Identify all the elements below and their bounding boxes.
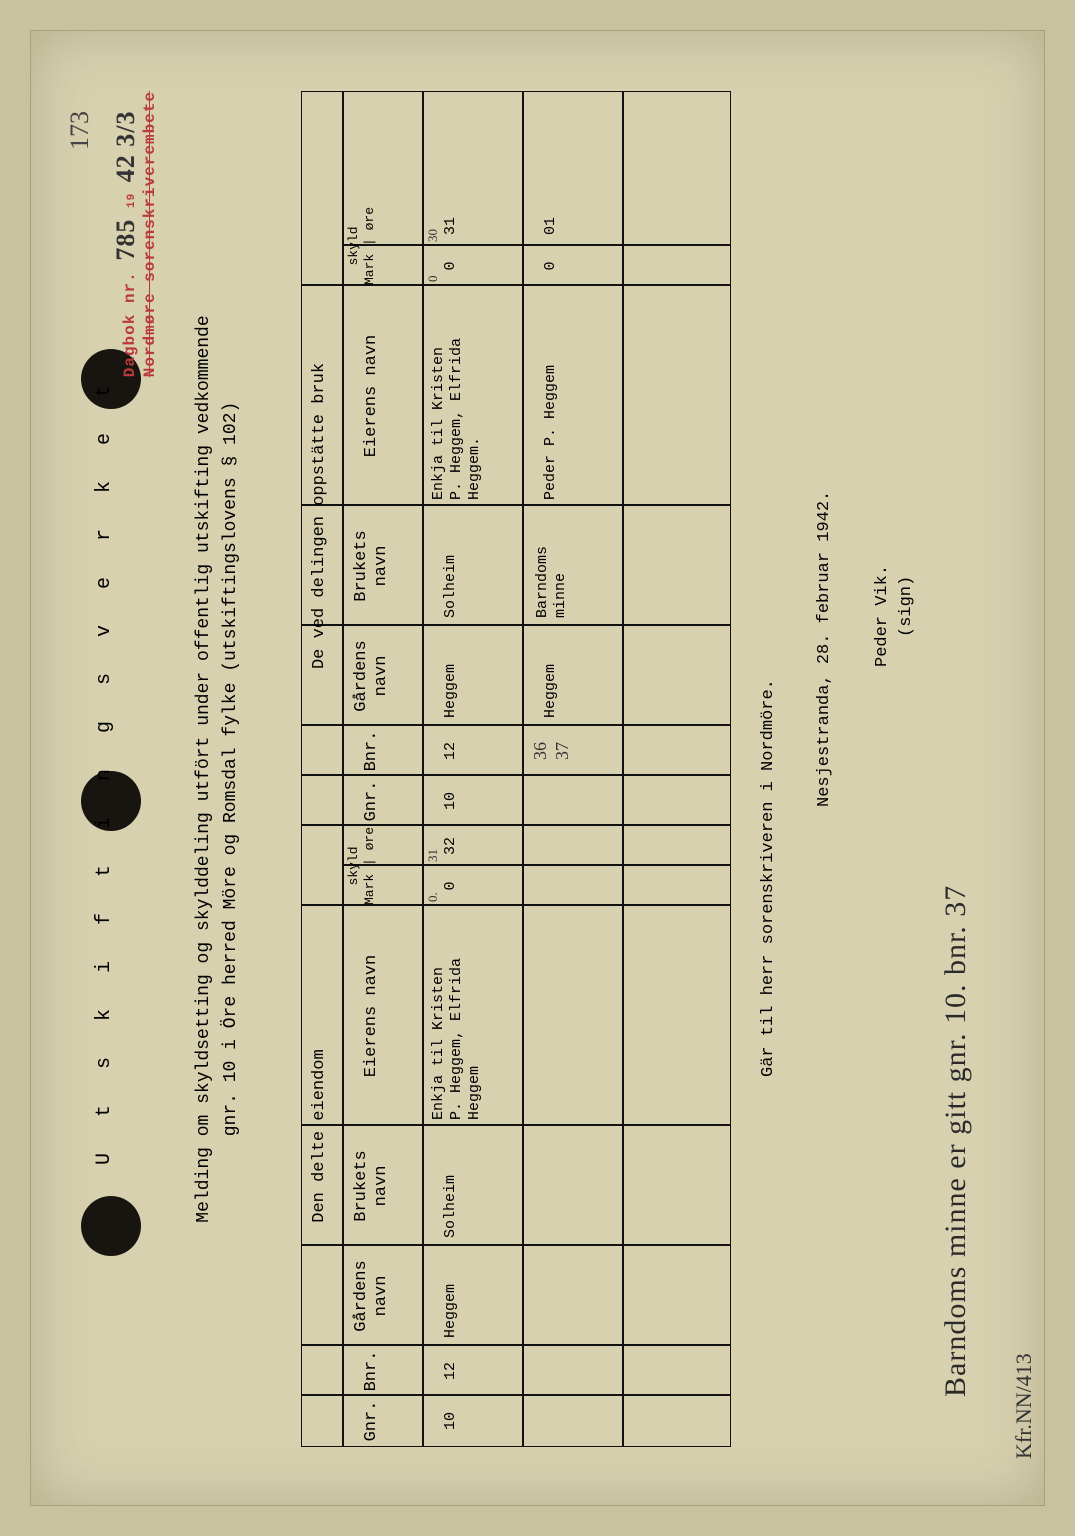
hand-annotation: 0. (425, 892, 441, 902)
intro-line2: gnr. 10 i Öre herred Möre og Romsdal fyl… (221, 402, 241, 1137)
table-cell: Heggem (542, 664, 560, 718)
skyld-table: Den delte eiendom De ved delingen oppstä… (301, 91, 731, 1447)
intro-text: Melding om skyldsetting og skylddeling u… (191, 31, 245, 1507)
hand-page-number: 173 (65, 111, 95, 150)
table-cell: 01 (542, 206, 560, 246)
table-cell: 31 (442, 206, 460, 246)
margin-handwriting: Kfr.NN/413 (1011, 1353, 1037, 1459)
col-bruk-r: Brukets navn (352, 506, 393, 626)
hand-annotation: 30 (425, 229, 441, 242)
table-cell: Solheim (442, 1175, 460, 1238)
document-title: U t s k i f t i n g s v e r k e t (93, 31, 116, 1507)
table-cell: Enkja til Kristen P. Heggem, Elfrida Heg… (430, 338, 484, 500)
hand-annotation: 31 (425, 849, 441, 862)
col-gard-r: Gårdens navn (352, 626, 393, 726)
recipient-line: Gär til herr sorenskriveren i Nordmöre. (759, 679, 778, 1077)
col-bnr-r: Bnr. (362, 726, 382, 776)
registry-stamp: Dagbok nr. 785 19 42 3/3 Nordmøre sorens… (111, 91, 159, 377)
table-cell: Enkja til Kristen P. Heggem, Elfrida Heg… (430, 958, 484, 1120)
col-bnr-l: Bnr. (362, 1346, 382, 1396)
table-cell: 10 (442, 776, 460, 826)
left-superheader: Den delte eiendom (310, 826, 330, 1446)
table-cell: 12 (442, 1346, 460, 1396)
place-date: Nesjestranda, 28. februar 1942. (815, 491, 834, 807)
col-eier-r: Eierens navn (362, 286, 382, 506)
table-cell: Peder P. Heggem (542, 365, 560, 500)
table-cell: 12 (442, 726, 460, 776)
col-eier-l: Eierens navn (362, 906, 382, 1126)
table-cell: 10 (442, 1396, 460, 1446)
stamp-office: Nordmøre sorenskriverembete (141, 91, 159, 377)
table-cell: 0 (542, 246, 560, 286)
col-gnr-r: Gnr. (362, 776, 382, 826)
col-bruk-l: Brukets navn (352, 1126, 393, 1246)
col-gnr-l: Gnr. (362, 1396, 382, 1446)
right-superheader: De ved delingen oppstätte bruk (310, 206, 330, 826)
signer-name: Peder Vik. (873, 565, 892, 667)
handwritten-note: Barndoms minne er gitt gnr. 10. bnr. 37 (939, 885, 973, 1397)
table-cell: Barndoms minne (534, 546, 570, 618)
table-cell: 32 (442, 826, 460, 866)
hand-bnr: 36 37 (530, 726, 573, 776)
stamp-year-print: 19 (126, 193, 138, 208)
col-skyld-r: skyld Mark | øre (346, 206, 377, 286)
table-cell: 0 (442, 246, 460, 286)
hand-annotation: 0 (425, 276, 441, 283)
table-cell: Solheim (442, 555, 460, 618)
scanned-page: 173 Dagbok nr. 785 19 42 3/3 Nordmøre so… (30, 30, 1045, 1506)
table-cell: Heggem (442, 664, 460, 718)
col-gard-l: Gårdens navn (352, 1246, 393, 1346)
table-cell: Heggem (442, 1284, 460, 1338)
col-skyld-l: skyld Mark | øre (346, 826, 377, 906)
stamp-label: Dagbok nr. (121, 271, 139, 377)
table-cell: 0 (442, 866, 460, 906)
intro-line1: Melding om skyldsetting og skylddeling u… (194, 315, 214, 1222)
document-content: 173 Dagbok nr. 785 19 42 3/3 Nordmøre so… (31, 31, 1046, 1507)
signer-sign: (sign) (897, 576, 916, 637)
